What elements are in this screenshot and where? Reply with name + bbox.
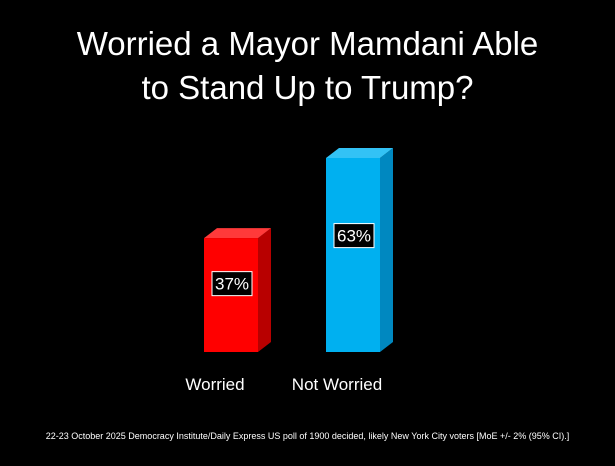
source-footnote: 22-23 October 2025 Democracy Institute/D… <box>45 431 570 441</box>
chart-title-line-2: to Stand Up to Trump? <box>141 69 474 106</box>
bar-group-worried: 37% Worried <box>185 228 271 394</box>
data-label: 37% <box>215 275 249 294</box>
chart-title-line-1: Worried a Mayor Mamdani Able <box>76 25 539 62</box>
bar-top <box>326 148 393 158</box>
x-tick-label: Worried <box>185 375 244 394</box>
bar-top <box>204 228 271 239</box>
bar-group-not-worried: 63% Not Worried <box>292 148 393 394</box>
bar-side <box>380 148 393 352</box>
bar-side <box>258 228 271 352</box>
data-label-box <box>211 271 253 297</box>
data-label-box <box>333 223 375 249</box>
bar <box>326 158 380 352</box>
chart-title: Worried a Mayor Mamdani Able to Stand Up… <box>0 22 615 110</box>
data-label: 63% <box>337 227 371 246</box>
x-tick-label: Not Worried <box>292 375 382 394</box>
